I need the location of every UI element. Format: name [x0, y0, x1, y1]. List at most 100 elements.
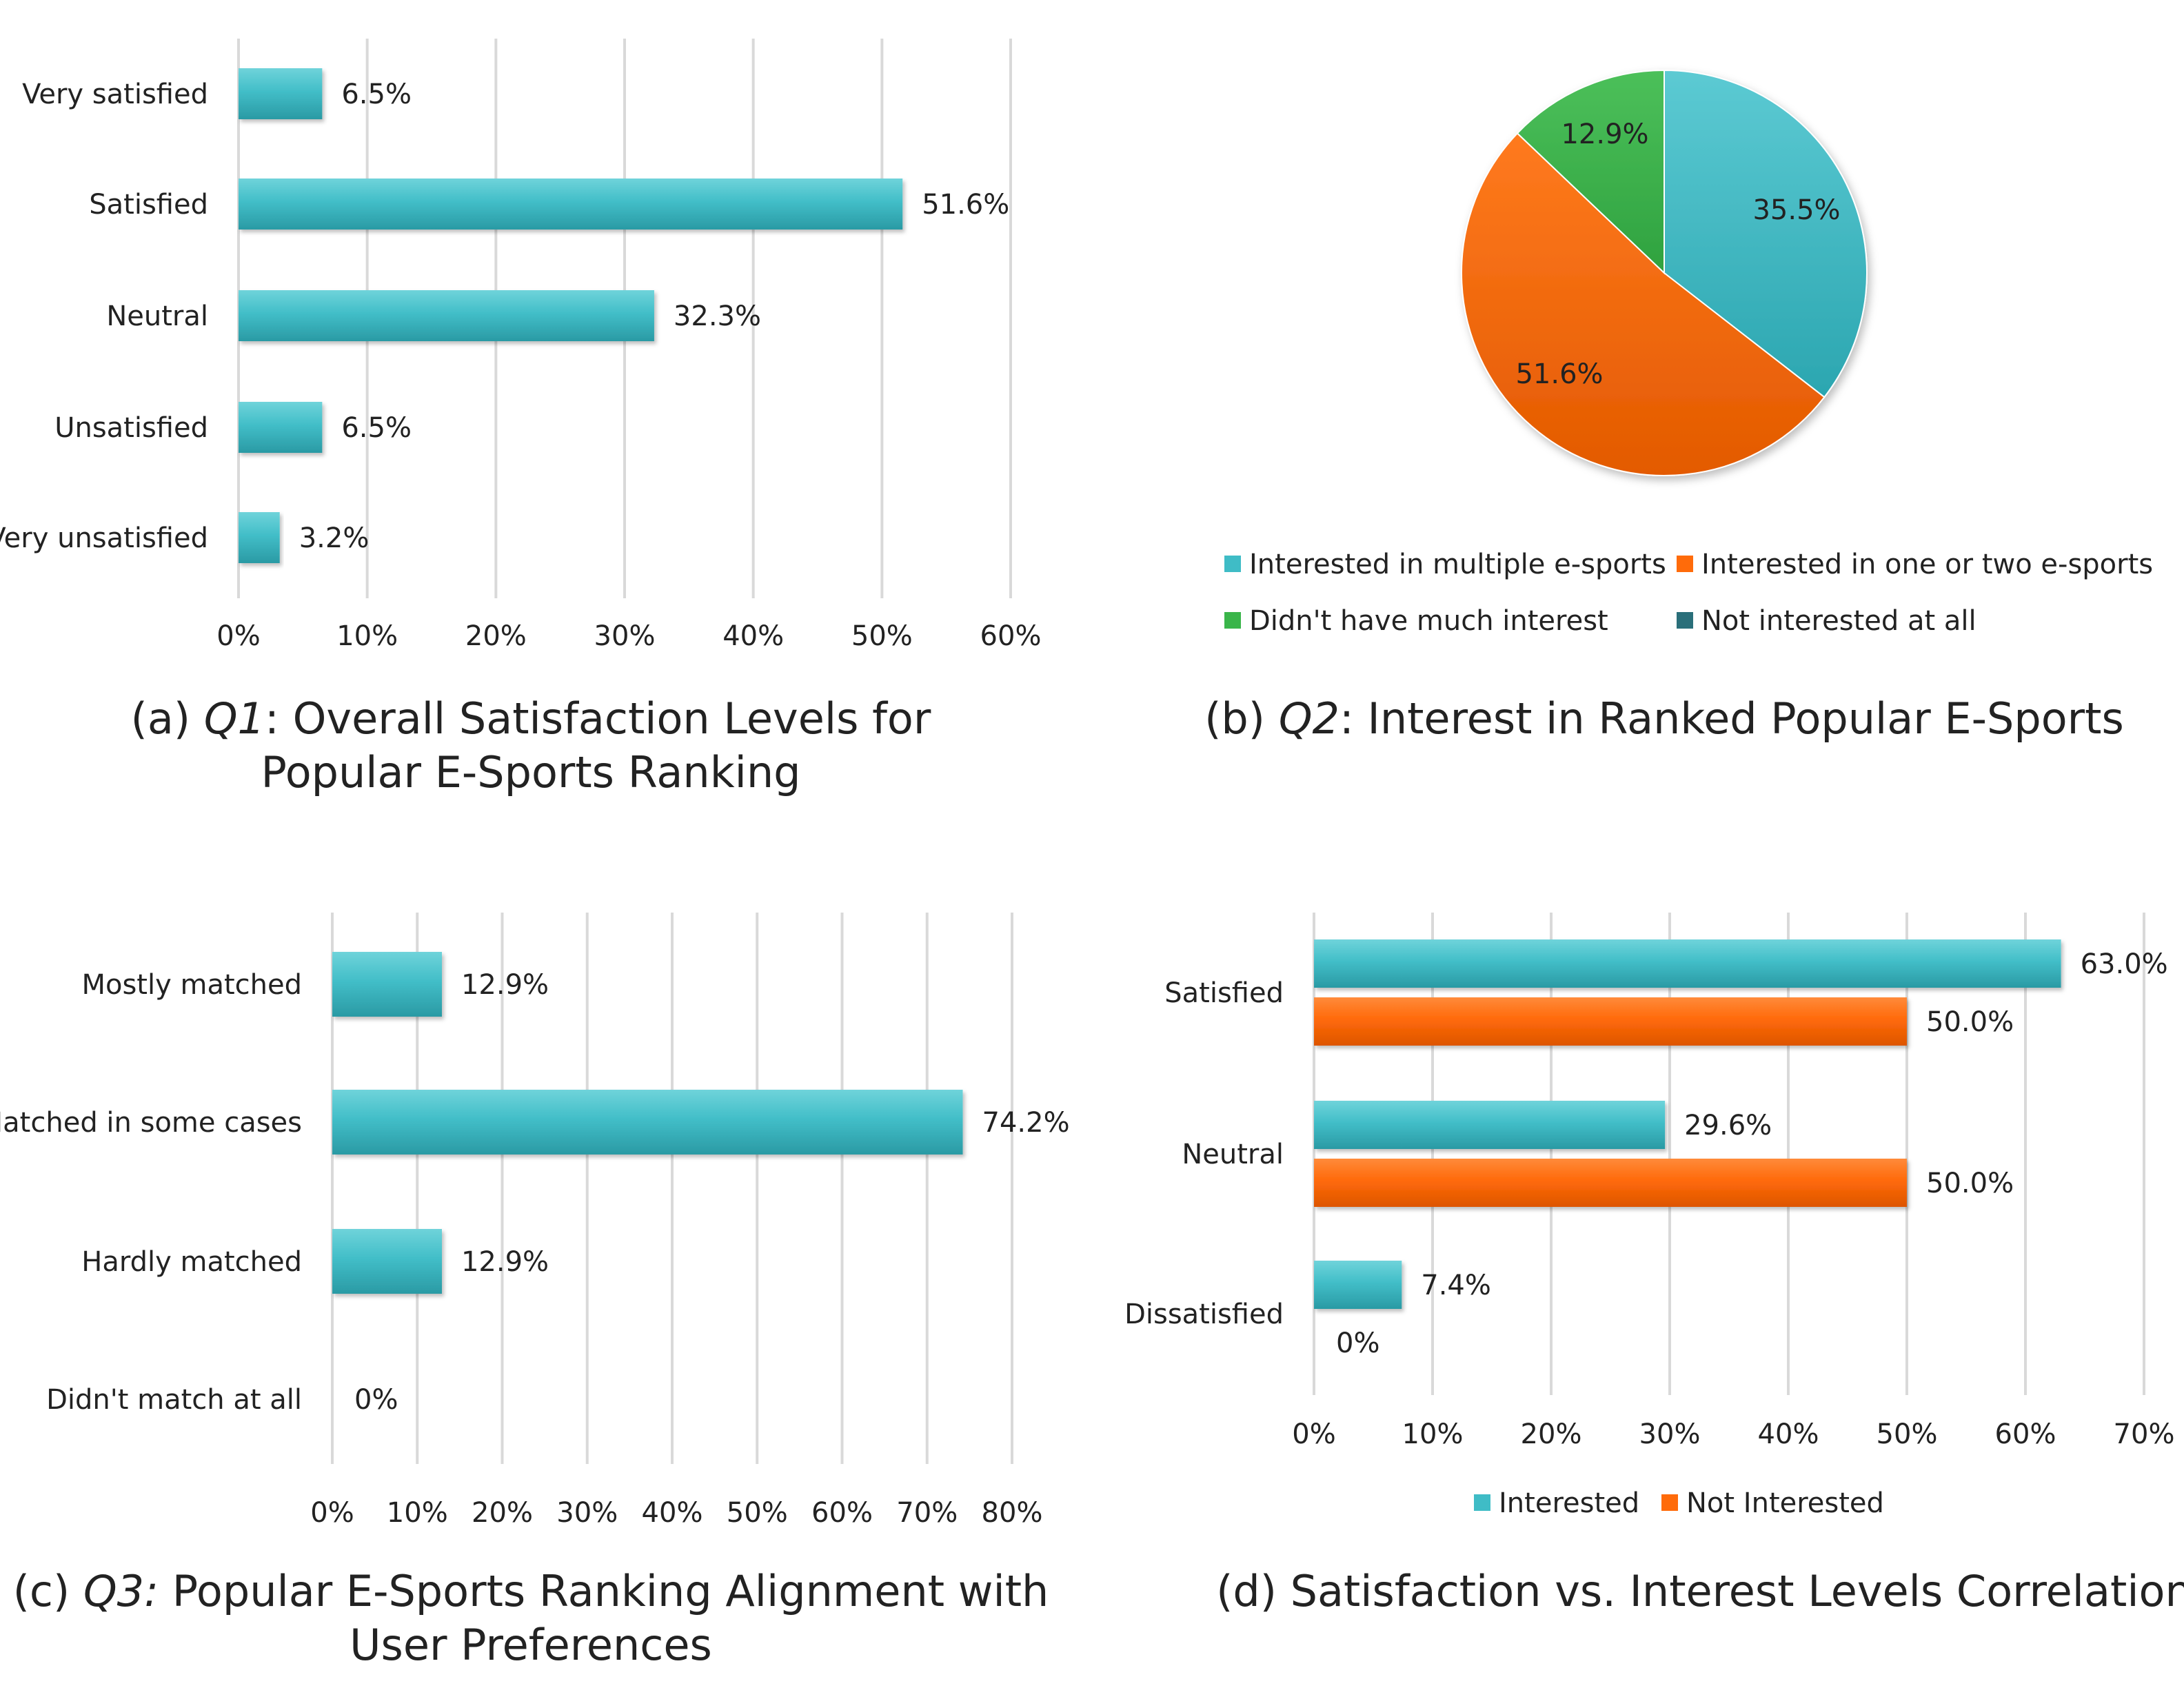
chart-satisfaction-vs-interest: 0% 10% 20% 30% 40% 50% 60% 70% Satisfied 63.0% 50.…	[1124, 913, 2184, 1616]
legend-label: Not Interested	[1686, 1487, 1884, 1519]
x-tick-label: 70%	[2114, 1418, 2175, 1450]
pie-slice	[1664, 69, 1868, 398]
caption-text: : Interest in Ranked Popular E-Sports	[1339, 693, 2124, 744]
caption-prefix: (c)	[13, 1566, 83, 1616]
caption-text: Satisfaction vs. Interest Levels Correla…	[1291, 1566, 2184, 1616]
category-label: Very unsatisfied	[0, 522, 208, 554]
data-label: 12.9%	[461, 969, 549, 1001]
bar	[1314, 1261, 1402, 1309]
bar	[239, 179, 903, 230]
x-tick-label: 50%	[851, 620, 913, 652]
legend-swatch	[1224, 612, 1241, 629]
bar	[1314, 997, 1907, 1046]
category-label: Satisfied	[89, 189, 208, 221]
caption-a-line1: (a) Q1: Overall Satisfaction Levels for	[131, 693, 931, 744]
caption-a-line2: Popular E-Sports Ranking	[261, 747, 801, 797]
bar	[1314, 1159, 1907, 1207]
category-label: Neutral	[1182, 1139, 1284, 1170]
pie-group	[1461, 69, 1868, 476]
caption-question: Q2	[1279, 693, 1339, 744]
pie-slice	[1516, 69, 1665, 275]
x-tick-label: 40%	[642, 1497, 703, 1529]
category-label: Satisfied	[1164, 977, 1284, 1009]
slice-label: 51.6%	[1515, 358, 1603, 390]
category-label: Neutral	[106, 301, 208, 332]
slice-label: 12.9%	[1561, 119, 1648, 150]
legend-swatch	[1677, 556, 1693, 572]
data-label: 7.4%	[1421, 1270, 1491, 1301]
caption-text: Popular E-Sports Ranking Alignment with	[159, 1566, 1049, 1616]
x-tick-label: 30%	[556, 1497, 618, 1529]
data-label: 3.2%	[299, 522, 370, 554]
category-label: Mostly matched	[81, 969, 302, 1001]
bar	[1314, 939, 2061, 988]
legend-label: Interested	[1499, 1487, 1639, 1519]
data-label: 29.6%	[1684, 1110, 1772, 1141]
caption-prefix: (d)	[1216, 1566, 1290, 1616]
category-label: Unsatisfied	[54, 412, 208, 444]
data-label: 12.9%	[461, 1246, 549, 1278]
data-label: 6.5%	[341, 79, 412, 110]
data-label: 74.2%	[982, 1107, 1070, 1139]
x-tick-label: 0%	[1292, 1418, 1335, 1450]
bar	[332, 1090, 963, 1155]
legend-label: Not interested at all	[1701, 605, 1976, 637]
x-tick-label: 30%	[1639, 1418, 1701, 1450]
caption-d: (d) Satisfaction vs. Interest Levels Cor…	[1216, 1566, 2184, 1616]
x-tick-label: 10%	[336, 620, 398, 652]
x-tick-label: 30%	[594, 620, 656, 652]
category-label: Matched in some cases	[0, 1107, 302, 1139]
legend-label: Didn't have much interest	[1249, 605, 1608, 637]
legend-swatch	[1677, 612, 1693, 629]
data-label: 51.6%	[922, 189, 1009, 221]
x-tick-label: 40%	[1758, 1418, 1819, 1450]
data-label: 0%	[1336, 1328, 1379, 1359]
chart-q1-satisfaction: 0% 10% 20% 30% 40% 50% 60% Very satisfied 6.5% Sa…	[0, 39, 1041, 797]
data-label: 6.5%	[341, 412, 412, 444]
x-tick-label: 0%	[310, 1497, 354, 1529]
chart-q2-interest-pie: 35.5% 51.6% 12.9% Interested in multiple e-…	[1204, 69, 2153, 744]
data-label: 32.3%	[674, 301, 761, 332]
x-tick-label: 80%	[982, 1497, 1043, 1529]
category-label: Dissatisfied	[1124, 1299, 1284, 1330]
x-tick-label: 60%	[980, 620, 1042, 652]
caption-c-line1: (c) Q3: Popular E-Sports Ranking Alignme…	[13, 1566, 1049, 1616]
x-tick-label: 10%	[1402, 1418, 1464, 1450]
category-label: Very satisfied	[22, 79, 208, 110]
legend-swatch	[1474, 1494, 1490, 1511]
x-tick-label: 60%	[811, 1497, 873, 1529]
chart-q3-alignment: 0% 10% 20% 30% 40% 50% 60% 70% 80% Mostly matched…	[0, 913, 1070, 1670]
caption-prefix: (b)	[1204, 693, 1278, 744]
caption-c-line2: User Preferences	[350, 1620, 712, 1670]
legend-swatch	[1661, 1494, 1678, 1511]
category-label: Didn't match at all	[46, 1384, 302, 1416]
x-tick-label: 70%	[896, 1497, 958, 1529]
caption-question: Q1	[204, 693, 265, 744]
x-tick-label: 50%	[1877, 1418, 1938, 1450]
bar	[239, 402, 323, 453]
pie-slice	[1461, 132, 1826, 476]
x-tick-label: 20%	[472, 1497, 533, 1529]
bar	[1314, 1101, 1666, 1149]
caption-text: : Overall Satisfaction Levels for	[265, 693, 931, 744]
legend-label: Interested in one or two e-sports	[1701, 549, 2153, 580]
bar	[239, 512, 280, 563]
bar	[239, 290, 654, 341]
bar	[332, 952, 442, 1017]
data-label: 50.0%	[1926, 1006, 2014, 1038]
caption-prefix: (a)	[131, 693, 204, 744]
x-tick-label: 20%	[465, 620, 527, 652]
x-tick-label: 0%	[216, 620, 260, 652]
legend-label: Interested in multiple e-sports	[1249, 549, 1666, 580]
x-tick-label: 50%	[727, 1497, 788, 1529]
x-tick-label: 10%	[387, 1497, 448, 1529]
category-label: Hardly matched	[81, 1246, 302, 1278]
x-tick-label: 20%	[1521, 1418, 1582, 1450]
data-label: 0%	[354, 1384, 398, 1416]
caption-b: (b) Q2: Interest in Ranked Popular E-Spo…	[1204, 693, 2124, 744]
data-label: 50.0%	[1926, 1168, 2014, 1199]
x-tick-label: 60%	[1995, 1418, 2056, 1450]
data-label: 63.0%	[2081, 948, 2168, 980]
